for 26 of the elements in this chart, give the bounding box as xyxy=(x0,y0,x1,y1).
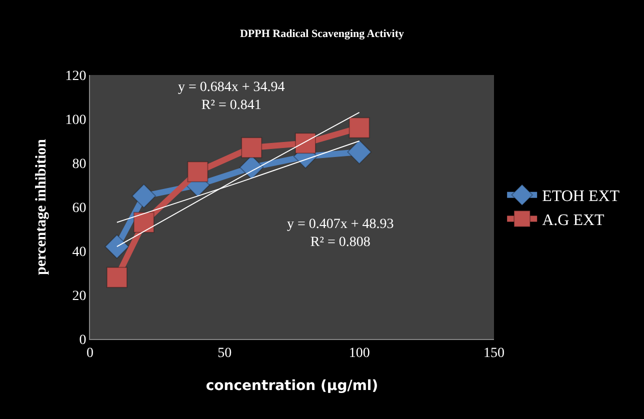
x-tick-label: 150 xyxy=(484,346,504,361)
annotation: y = 0.407x + 48.93 R² = 0.808 xyxy=(287,217,394,250)
legend-label: ETOH EXT xyxy=(542,188,620,206)
point xyxy=(347,140,372,164)
y-tick-label: 0 xyxy=(79,332,86,348)
x-tick-label: 50 xyxy=(218,346,232,361)
x-axis-title: concentration (µg/ml) xyxy=(206,378,378,394)
y-tick-label: 80 xyxy=(72,156,86,172)
point xyxy=(187,161,208,182)
point xyxy=(106,266,128,288)
point xyxy=(348,117,370,138)
legend-label: A.G EXT xyxy=(542,212,605,229)
annotation: y = 0.684x + 34.94 R² = 0.841 xyxy=(178,80,285,114)
y-tick-label: 40 xyxy=(72,244,86,260)
point xyxy=(132,184,156,208)
y-tick-label: 20 xyxy=(72,288,86,304)
point xyxy=(133,212,154,233)
point xyxy=(104,234,130,259)
y-tick-label: 120 xyxy=(65,68,86,84)
point xyxy=(241,137,262,158)
y-axis-title: percentage inhibition xyxy=(33,138,50,275)
y-tick-label: 60 xyxy=(72,200,86,216)
x-tick-label: 100 xyxy=(348,346,370,361)
point xyxy=(294,132,316,154)
y-tick-label: 100 xyxy=(65,112,86,128)
chart-title: DPPH Radical Scavenging Activity xyxy=(240,28,405,40)
